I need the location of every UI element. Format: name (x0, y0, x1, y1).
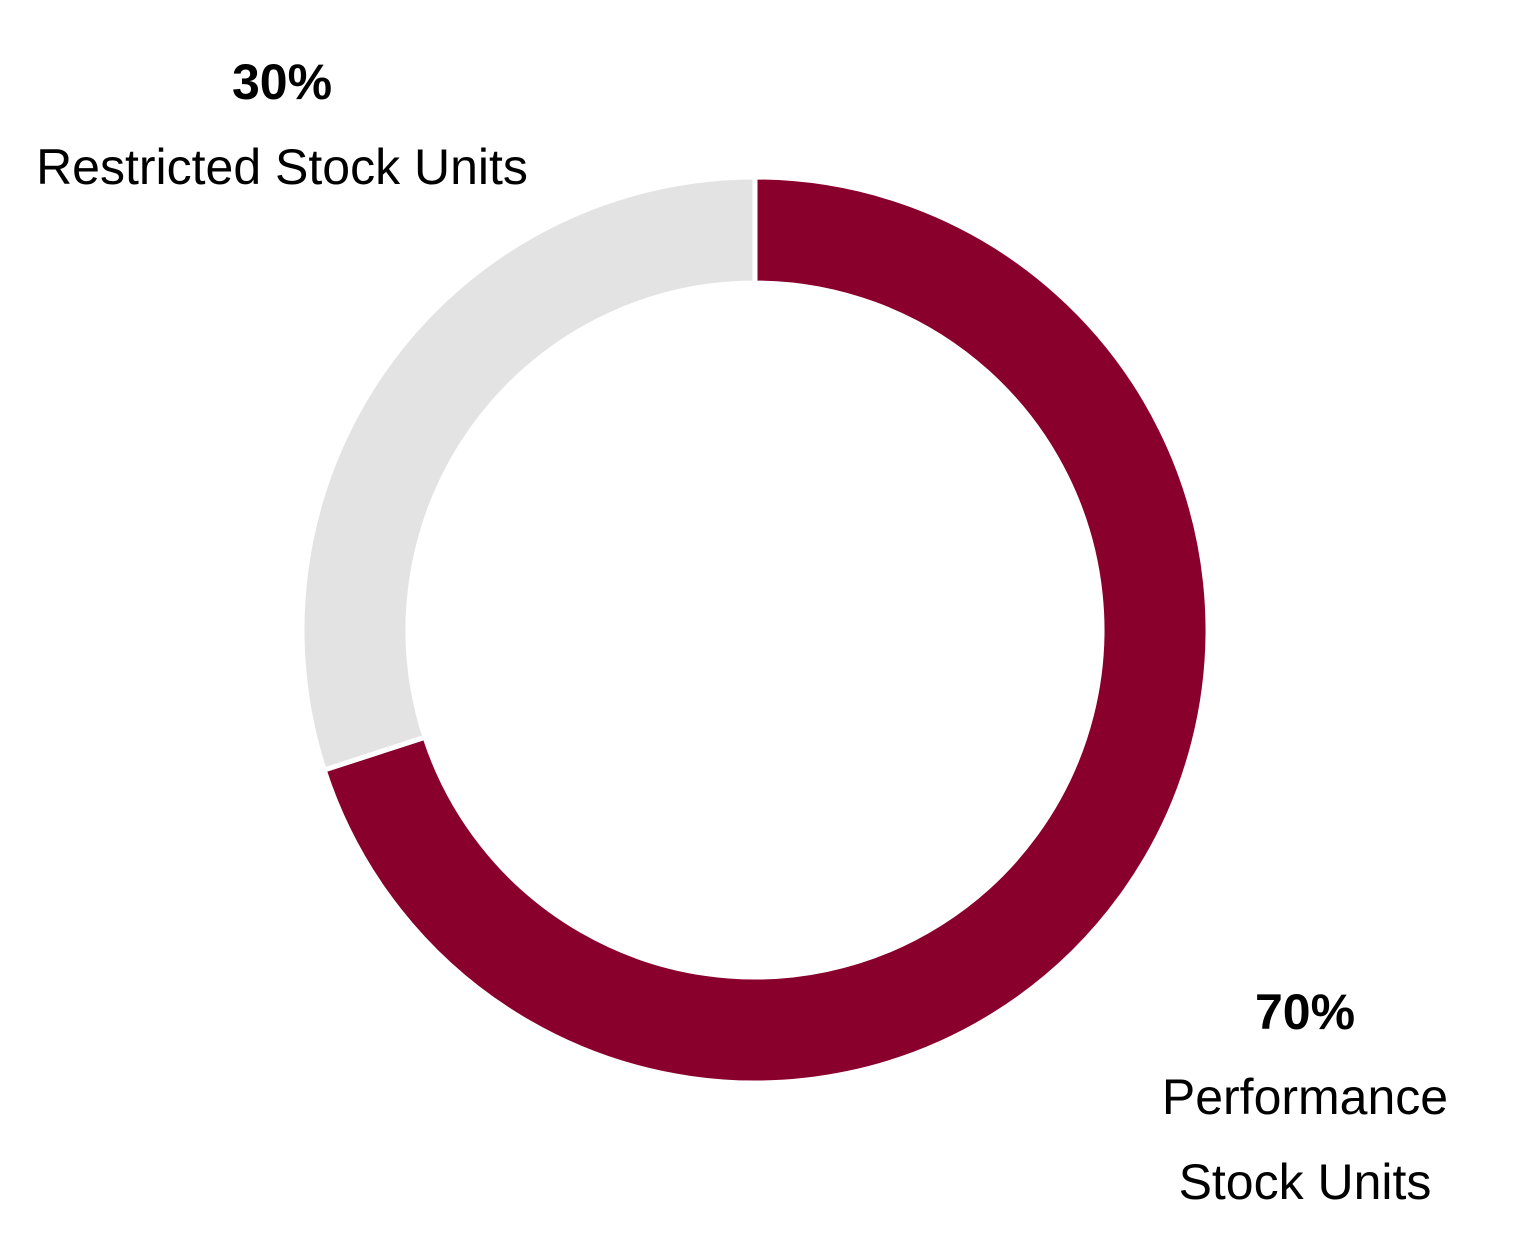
value-label: 70% (1254, 984, 1356, 1040)
donut-segment (321, 174, 1211, 1086)
value-label: 30% (231, 54, 333, 110)
category-label: Performance Stock Units (1161, 1069, 1449, 1210)
donut-segment (299, 174, 758, 774)
segment-label: 30% Restricted Stock Units (32, 40, 532, 210)
segment-label: 70% Performance Stock Units (1105, 970, 1505, 1225)
category-label: Restricted Stock Units (36, 139, 528, 195)
